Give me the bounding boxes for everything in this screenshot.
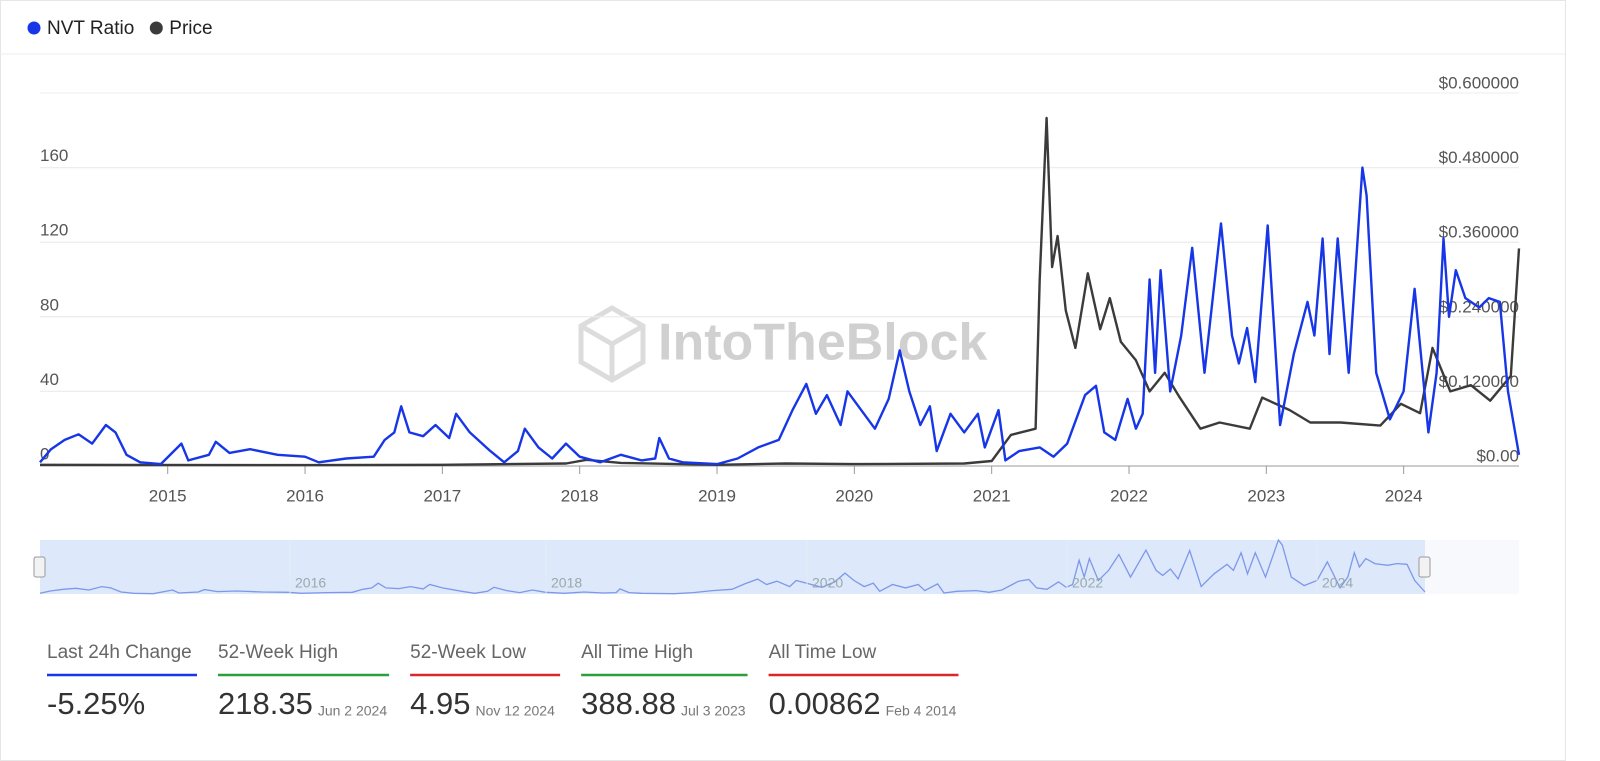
y-tick-label: 40 bbox=[40, 370, 59, 389]
y2-tick-label: $0.00 bbox=[1476, 446, 1519, 465]
stat-label: Last 24h Change bbox=[47, 642, 192, 663]
legend-label[interactable]: NVT Ratio bbox=[47, 18, 134, 39]
x-tick-label: 2017 bbox=[423, 486, 461, 505]
stat-value: 218.35 bbox=[218, 686, 313, 721]
series-line bbox=[39, 116, 1521, 467]
watermark: IntoTheBlock bbox=[658, 314, 987, 372]
stat-value: 4.95 bbox=[410, 686, 470, 721]
legend-label[interactable]: Price bbox=[169, 18, 212, 39]
y2-tick-label: $0.120000 bbox=[1439, 372, 1519, 391]
y2-tick-label: $0.360000 bbox=[1439, 223, 1519, 242]
stat-date: Jul 3 2023 bbox=[681, 703, 746, 719]
legend-marker[interactable] bbox=[27, 21, 41, 35]
stat-date: Nov 12 2024 bbox=[475, 703, 555, 719]
navigator-label: 2022 bbox=[1072, 575, 1103, 591]
y-tick-label: 120 bbox=[40, 221, 68, 240]
x-tick-label: 2016 bbox=[286, 486, 324, 505]
x-tick-label: 2019 bbox=[698, 486, 736, 505]
stat-value: -5.25% bbox=[47, 686, 145, 721]
stat-label: 52-Week Low bbox=[410, 642, 526, 663]
x-tick-label: 2018 bbox=[561, 486, 599, 505]
watermark-logo bbox=[578, 305, 646, 383]
navigator-label: 2020 bbox=[812, 575, 843, 591]
y2-tick-label: $0.480000 bbox=[1439, 148, 1519, 167]
y-tick-label: 80 bbox=[40, 295, 59, 314]
navigator-label: 2018 bbox=[551, 575, 582, 591]
stat-date: Jun 2 2024 bbox=[318, 703, 387, 719]
stat-label: All Time Low bbox=[769, 642, 877, 663]
series-line bbox=[39, 166, 1521, 466]
x-tick-label: 2021 bbox=[973, 486, 1011, 505]
x-tick-label: 2022 bbox=[1110, 486, 1148, 505]
x-tick-label: 2015 bbox=[149, 486, 187, 505]
panel bbox=[0, 0, 1566, 761]
stat-label: All Time High bbox=[581, 642, 693, 663]
x-tick-label: 2024 bbox=[1385, 486, 1423, 505]
navigator-handle[interactable] bbox=[33, 556, 46, 578]
y-tick-label: 160 bbox=[40, 146, 68, 165]
x-tick-label: 2023 bbox=[1247, 486, 1285, 505]
stat-value: 0.00862 bbox=[769, 686, 881, 721]
navigator-selection[interactable] bbox=[40, 540, 1425, 594]
navigator-label: 2016 bbox=[295, 575, 326, 591]
y2-tick-label: $0.600000 bbox=[1439, 73, 1519, 92]
stat-date: Feb 4 2014 bbox=[886, 703, 957, 719]
y-tick-label: 0 bbox=[40, 444, 49, 463]
x-tick-label: 2020 bbox=[835, 486, 873, 505]
legend-marker[interactable] bbox=[149, 21, 163, 35]
navigator-handle[interactable] bbox=[1418, 556, 1431, 578]
navigator-line bbox=[39, 538, 1426, 595]
stat-label: 52-Week High bbox=[218, 642, 338, 663]
navigator-label: 2024 bbox=[1322, 575, 1353, 591]
stat-value: 388.88 bbox=[581, 686, 676, 721]
